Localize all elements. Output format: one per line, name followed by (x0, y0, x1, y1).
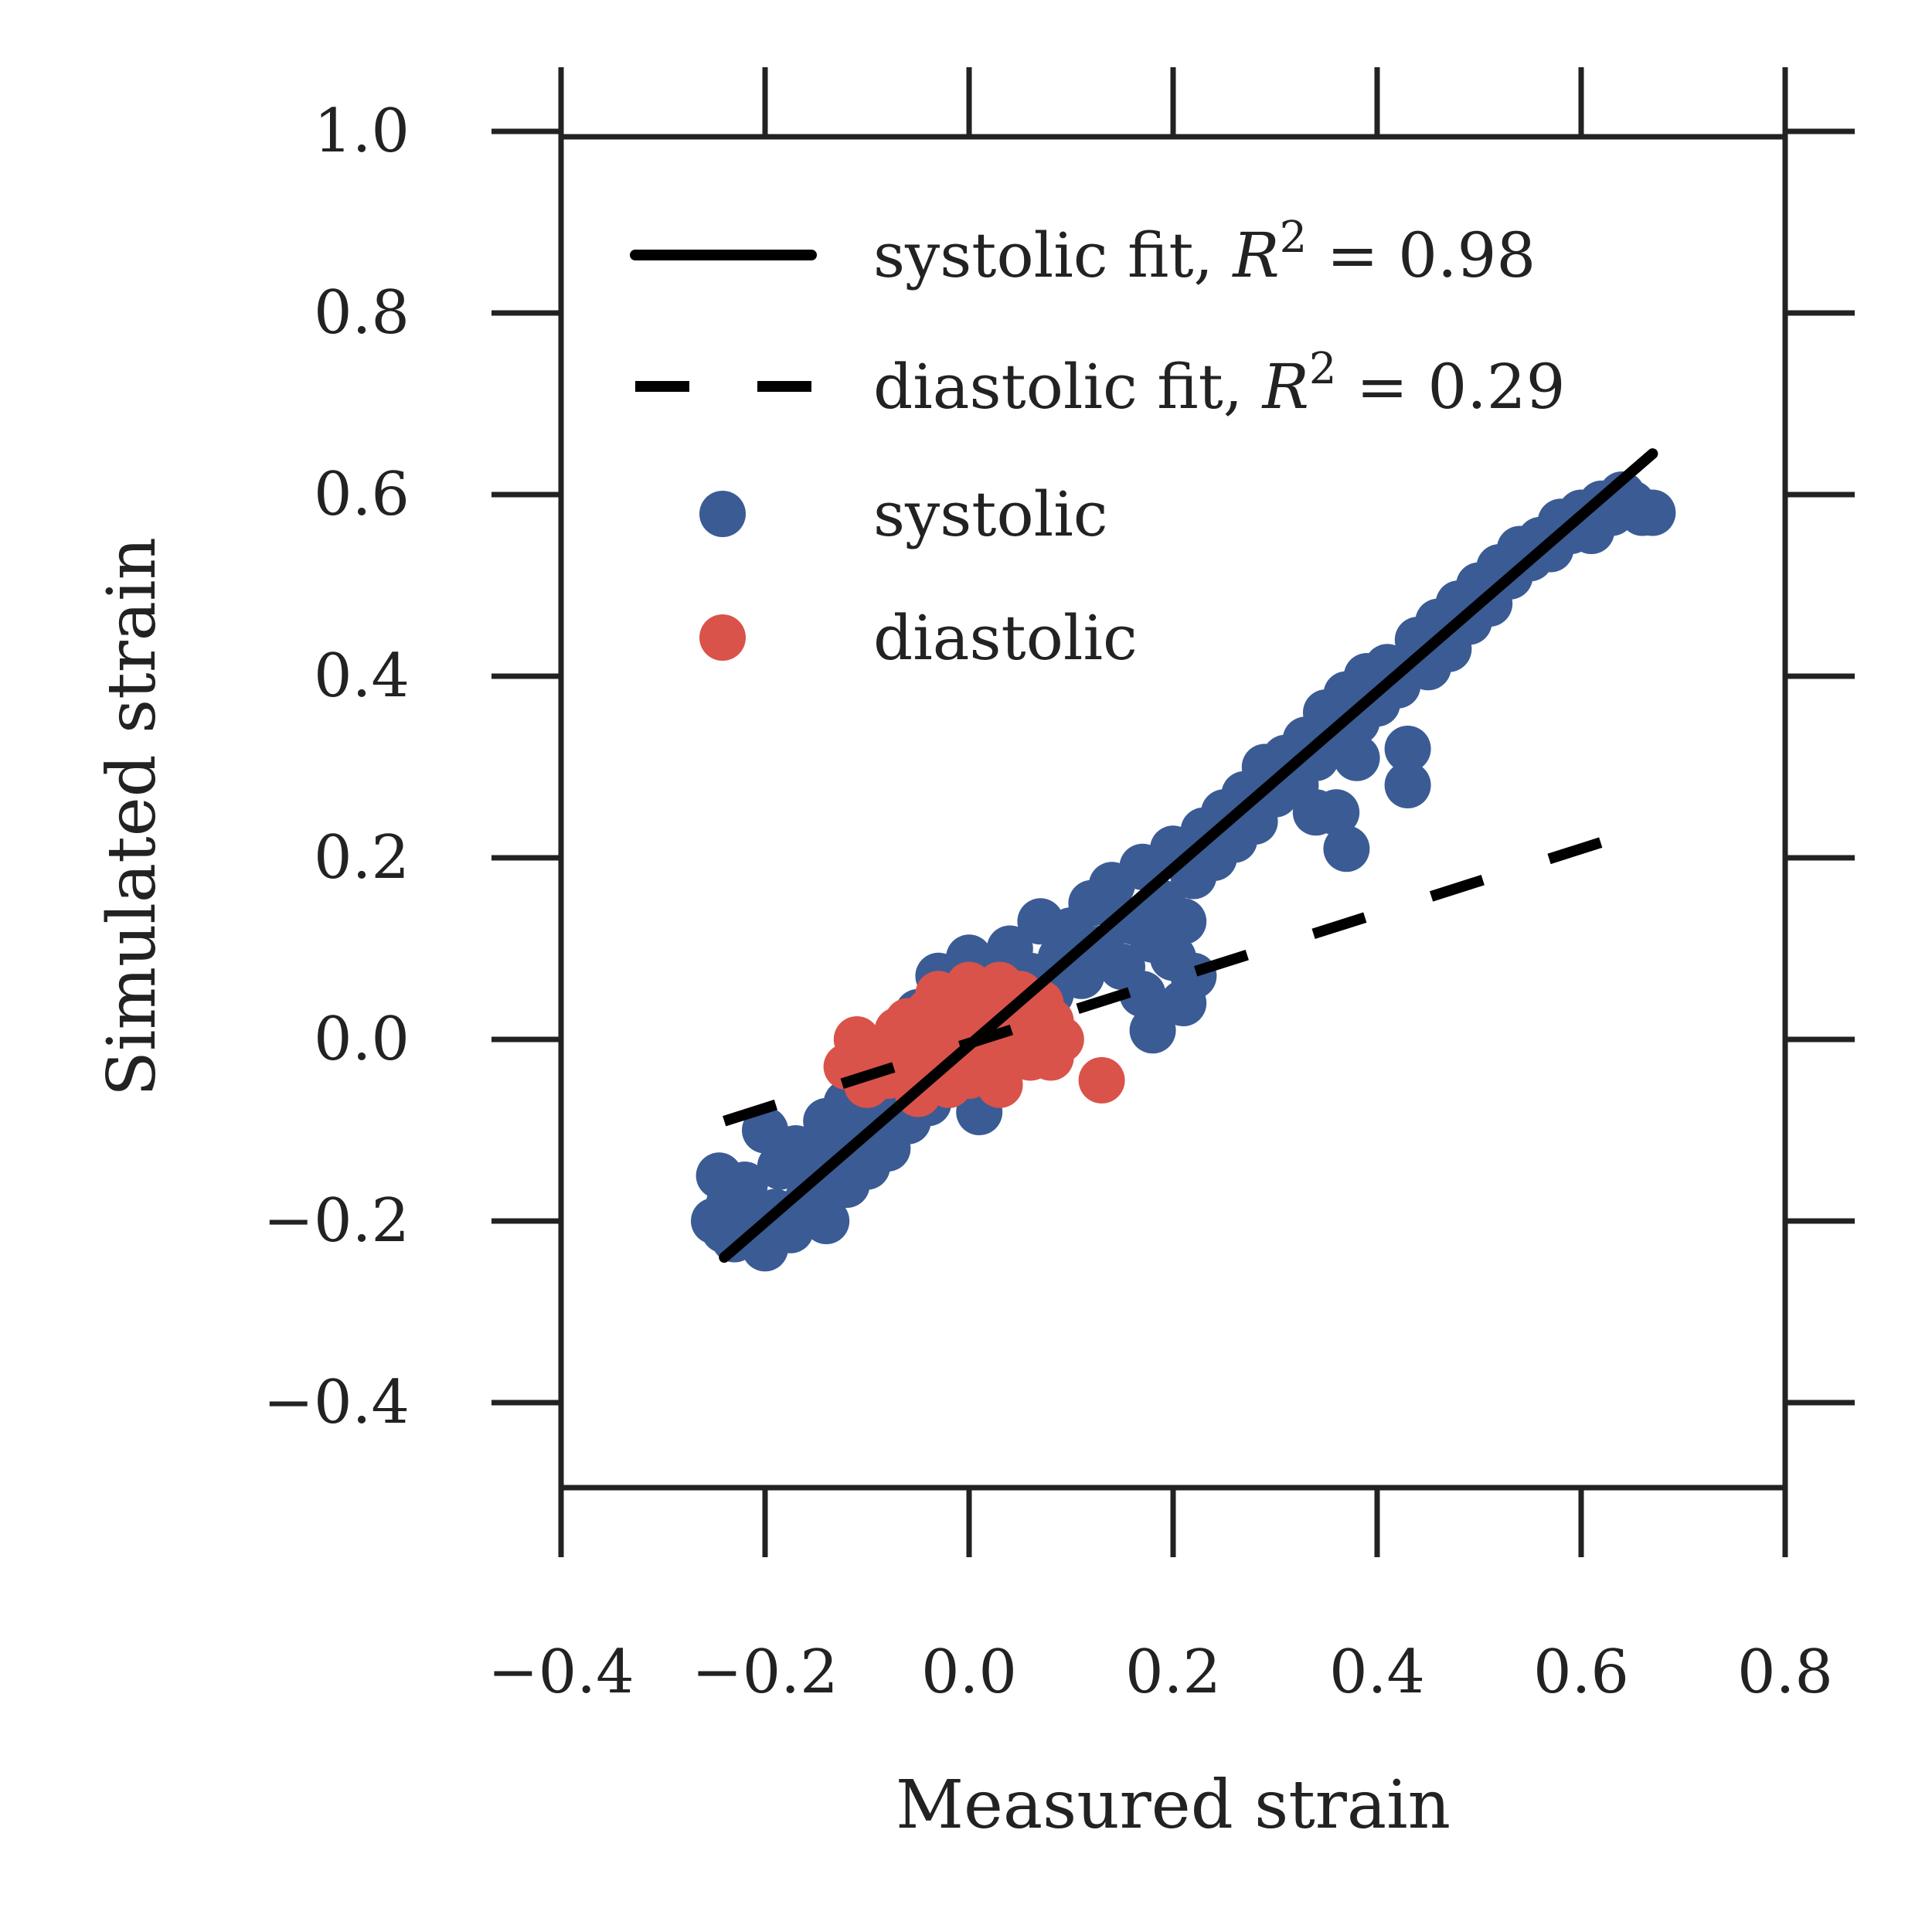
x-tick-label: 0.6 (1533, 1638, 1629, 1707)
axis-ticks (492, 67, 1855, 1557)
systolic-point (1323, 825, 1370, 872)
chart-marks (691, 471, 1676, 1272)
x-tick-label: 0.0 (921, 1638, 1017, 1707)
diastolic-series (823, 961, 1125, 1117)
systolic-point (721, 1162, 768, 1208)
y-axis-title: Simulated strain (94, 537, 171, 1097)
systolic-point (1384, 762, 1431, 808)
y-tick-label: 1.0 (314, 97, 410, 166)
diastolic-point (1078, 1056, 1125, 1104)
y-tick-label: 0.2 (314, 823, 410, 893)
legend-marker (699, 614, 746, 661)
systolic-point (1129, 1007, 1176, 1054)
systolic-point (1333, 734, 1380, 781)
systolic-point (1119, 971, 1166, 1018)
systolic-point (803, 1198, 850, 1244)
diastolic-point (1037, 1016, 1084, 1063)
diastolic-fit-line (723, 821, 1655, 1127)
legend-item: diastolic fit, R2 = 0.29 (635, 344, 1566, 423)
x-tick-label: −0.4 (488, 1638, 634, 1707)
legend-label: systolic fit, R2 = 0.98 (873, 213, 1536, 291)
legend: systolic fit, R2 = 0.98 diastolic fit, R2… (630, 213, 1566, 674)
x-axis-title: Measured strain (896, 1767, 1451, 1844)
systolic-point (1313, 789, 1360, 836)
x-tick-label: 0.8 (1737, 1638, 1833, 1707)
legend-label: diastolic (873, 602, 1138, 674)
legend-item: systolic (699, 478, 1108, 550)
legend-label: systolic (873, 478, 1108, 550)
systolic-point (1384, 726, 1431, 772)
legend-item: systolic fit, R2 = 0.98 (630, 213, 1536, 291)
fit-lines (719, 448, 1658, 1263)
legend-item: diastolic (699, 602, 1138, 674)
y-tick-label: 0.6 (314, 460, 410, 529)
x-tick-label: 0.4 (1329, 1638, 1425, 1707)
legend-marker (699, 491, 746, 537)
y-tick-label: 0.8 (314, 278, 410, 348)
systolic-fit-line (719, 448, 1658, 1263)
systolic-series (691, 471, 1676, 1272)
systolic-point (1170, 952, 1217, 999)
y-tick-label: 0.4 (314, 641, 410, 711)
y-tick-label: −0.2 (264, 1186, 410, 1256)
y-tick-label: −0.4 (264, 1368, 410, 1437)
y-tick-label: 0.0 (314, 1005, 410, 1074)
systolic-point (1629, 489, 1676, 536)
legend-label: diastolic fit, R2 = 0.29 (873, 344, 1566, 423)
systolic-point (1160, 898, 1207, 945)
tick-labels: −0.4 −0.2 0.0 0.2 0.4 0.6 0.8 −0.4 −0.2 0.0 0.2 0.4… (264, 97, 1833, 1707)
x-tick-label: 0.2 (1125, 1638, 1221, 1707)
plot-frame (558, 134, 1788, 1491)
x-tick-label: −0.2 (692, 1638, 838, 1707)
